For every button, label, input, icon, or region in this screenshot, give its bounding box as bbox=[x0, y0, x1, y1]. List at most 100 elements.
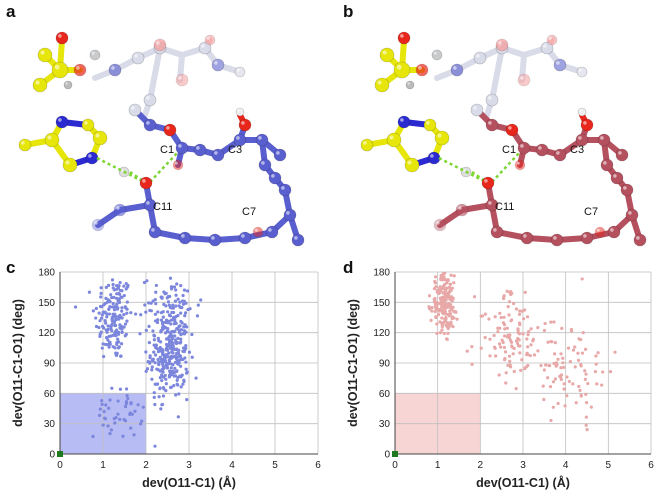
data-point bbox=[112, 320, 116, 325]
data-point bbox=[152, 350, 156, 354]
data-point bbox=[152, 338, 156, 342]
atom-highlight bbox=[88, 154, 92, 158]
data-point bbox=[434, 315, 438, 319]
data-point bbox=[516, 328, 520, 333]
atom bbox=[139, 176, 153, 190]
atom bbox=[258, 158, 272, 172]
data-point bbox=[144, 310, 148, 314]
atom bbox=[252, 226, 264, 238]
data-point bbox=[106, 283, 111, 287]
data-point bbox=[111, 312, 115, 316]
data-point bbox=[483, 312, 487, 316]
data-point bbox=[149, 301, 153, 305]
atom bbox=[553, 58, 567, 72]
data-point bbox=[507, 313, 511, 317]
data-point bbox=[194, 376, 198, 380]
data-point bbox=[552, 361, 556, 366]
data-point bbox=[196, 303, 200, 307]
data-point bbox=[523, 308, 527, 312]
atom-highlight bbox=[473, 106, 477, 110]
data-point bbox=[109, 293, 113, 297]
atom-highlight bbox=[181, 234, 185, 238]
panel-letter-c: c bbox=[6, 258, 16, 277]
atom bbox=[175, 73, 189, 87]
atom bbox=[600, 158, 614, 172]
data-point bbox=[170, 347, 174, 351]
atom-highlight bbox=[436, 221, 440, 225]
data-point bbox=[112, 295, 116, 299]
data-point bbox=[443, 319, 448, 323]
data-point bbox=[159, 295, 163, 299]
data-point bbox=[562, 387, 566, 391]
atom bbox=[625, 208, 639, 222]
data-point bbox=[551, 380, 556, 384]
data-point bbox=[161, 385, 166, 390]
atom-highlight bbox=[40, 50, 45, 55]
atom bbox=[397, 31, 411, 45]
atom bbox=[393, 61, 411, 79]
data-point bbox=[179, 319, 183, 324]
data-point bbox=[600, 383, 604, 387]
data-point bbox=[523, 366, 527, 370]
data-point bbox=[438, 320, 442, 324]
data-point bbox=[107, 312, 112, 316]
atom bbox=[580, 231, 594, 245]
atom bbox=[234, 66, 246, 78]
data-point bbox=[183, 311, 188, 315]
atom-highlight bbox=[65, 82, 68, 85]
data-point bbox=[185, 289, 190, 293]
data-point bbox=[115, 342, 119, 346]
atom-highlight bbox=[516, 161, 520, 165]
data-point bbox=[509, 340, 514, 344]
data-point bbox=[520, 358, 524, 362]
x-tick-label: 1 bbox=[435, 460, 441, 471]
data-point bbox=[115, 296, 119, 300]
data-point bbox=[158, 376, 162, 380]
data-point bbox=[448, 288, 452, 292]
atom-highlight bbox=[65, 160, 70, 165]
data-point bbox=[567, 379, 571, 384]
data-point bbox=[98, 319, 102, 323]
data-point bbox=[571, 348, 576, 352]
data-point bbox=[548, 384, 553, 389]
atom bbox=[553, 148, 567, 162]
data-point bbox=[177, 353, 181, 358]
atom-highlight bbox=[111, 66, 115, 70]
bond bbox=[489, 45, 505, 103]
atom bbox=[92, 130, 108, 146]
data-point bbox=[97, 311, 101, 315]
data-point bbox=[586, 381, 590, 386]
atom-highlight bbox=[258, 136, 262, 140]
data-point bbox=[149, 309, 153, 313]
atom-highlight bbox=[583, 121, 587, 125]
data-point bbox=[443, 283, 447, 287]
data-point bbox=[551, 405, 555, 409]
data-point bbox=[164, 291, 168, 295]
data-point bbox=[184, 360, 188, 364]
data-point bbox=[171, 303, 175, 307]
data-point bbox=[165, 296, 169, 300]
data-point bbox=[167, 373, 172, 377]
data-point bbox=[106, 327, 110, 332]
data-point bbox=[525, 315, 530, 319]
data-point bbox=[494, 354, 498, 358]
data-point bbox=[125, 311, 129, 315]
data-point bbox=[117, 300, 122, 305]
data-point bbox=[118, 417, 122, 421]
data-point bbox=[185, 370, 189, 374]
atom bbox=[576, 66, 588, 78]
data-point bbox=[143, 303, 147, 307]
atom bbox=[405, 80, 415, 90]
data-point bbox=[115, 302, 119, 306]
data-point bbox=[496, 326, 500, 330]
y-tick-label: 90 bbox=[379, 359, 391, 370]
data-point bbox=[106, 424, 110, 428]
data-point bbox=[118, 323, 122, 327]
atom bbox=[255, 133, 269, 147]
data-point bbox=[153, 361, 157, 365]
atom bbox=[238, 231, 252, 245]
data-point bbox=[170, 330, 174, 334]
atom-highlight bbox=[58, 118, 62, 122]
atom-highlight bbox=[142, 179, 146, 183]
data-point bbox=[107, 345, 111, 349]
